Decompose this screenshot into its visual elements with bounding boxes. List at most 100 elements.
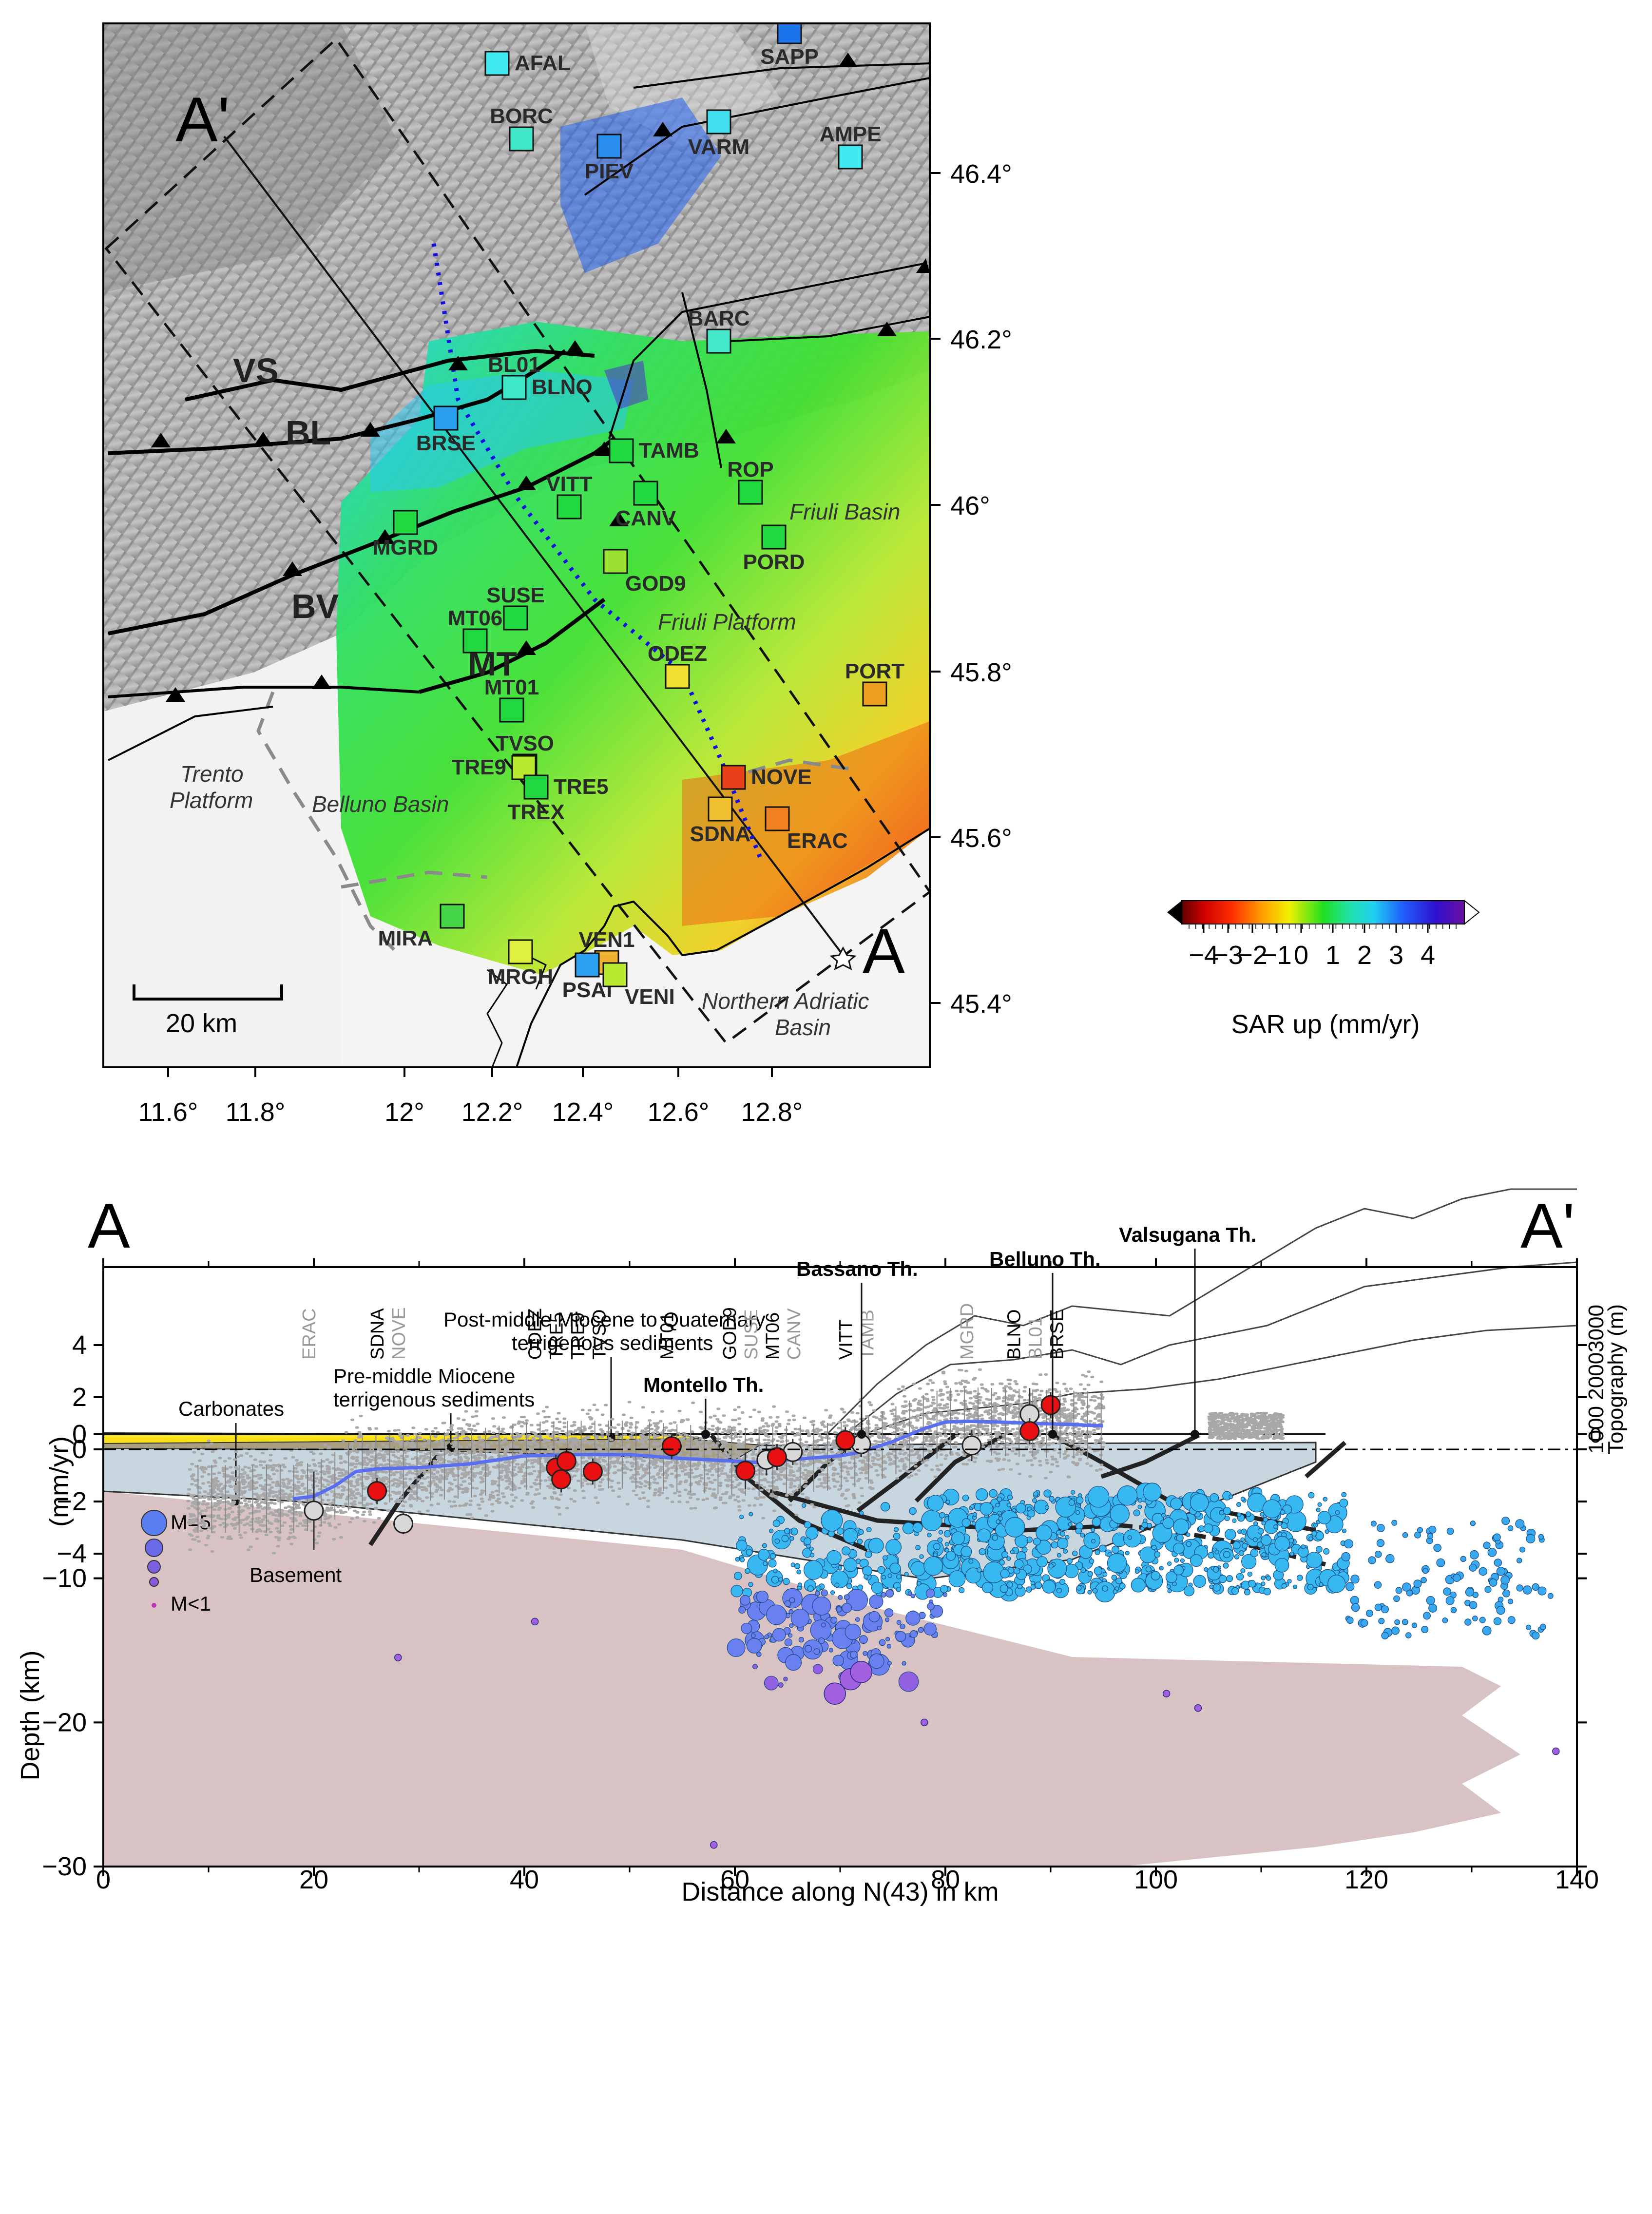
seismicity	[394, 1482, 1560, 1849]
earthquake	[1381, 1632, 1389, 1639]
colorbar-high-arrow	[1464, 899, 1480, 925]
earthquake	[1165, 1571, 1177, 1583]
earthquake	[1111, 1575, 1117, 1580]
earthquake	[762, 1543, 767, 1548]
x-tick-label: 100	[1134, 1865, 1178, 1894]
station-column-label: SUSE	[741, 1309, 762, 1360]
earthquake	[1173, 1542, 1185, 1555]
earthquake	[815, 1591, 821, 1596]
colorbar-tick-label: −1	[1262, 941, 1292, 970]
gnss-point	[767, 1447, 787, 1467]
station-barc	[706, 328, 731, 354]
earthquake	[869, 1594, 884, 1609]
lat-tick-label: 46.2°	[950, 325, 1012, 354]
x-axis-label: Distance along N(43) in km	[681, 1877, 999, 1906]
earthquake	[927, 1602, 935, 1610]
sar-uplift-zone	[370, 370, 634, 492]
earthquake	[781, 1535, 789, 1542]
earthquake	[1450, 1607, 1457, 1614]
earthquake	[850, 1651, 858, 1659]
lat-tick-label: 45.6°	[950, 824, 1012, 853]
basin-label-trento-2: Platform	[170, 788, 253, 813]
station-label-sapp: SAPP	[760, 45, 819, 69]
station-trex	[523, 774, 549, 800]
earthquake	[710, 1841, 718, 1849]
fault-annotations: Montello Th. Bassano Th. Belluno Th. Val…	[643, 1223, 1256, 1439]
station-label-vitt: VITT	[546, 472, 592, 496]
earthquake	[783, 1676, 788, 1682]
lon-tick-label: 12°	[384, 1097, 424, 1127]
earthquake	[910, 1594, 916, 1598]
y-axis-label-topography: Topography (m)	[1604, 1304, 1628, 1454]
earthquake	[1427, 1533, 1433, 1539]
station-pord	[761, 524, 787, 550]
earthquake	[918, 1627, 924, 1633]
station-label-rop: ROP	[727, 458, 773, 481]
earthquake	[1487, 1548, 1497, 1557]
earthquake	[1006, 1556, 1011, 1561]
earthquake	[1494, 1559, 1502, 1567]
earthquake	[1538, 1534, 1544, 1540]
earthquake	[1115, 1578, 1122, 1584]
earthquake	[1094, 1581, 1115, 1602]
profile-label-a: A	[88, 1190, 130, 1261]
label-post-miocene-1: Post-middle Miocene to Quaternary	[443, 1308, 766, 1331]
earthquake	[1133, 1509, 1140, 1517]
earthquake	[1223, 1507, 1231, 1515]
station-column-label: ODEZ	[525, 1308, 545, 1360]
earthquake	[778, 1682, 784, 1688]
earthquake	[864, 1550, 872, 1558]
profile-chart: A A'	[16, 1188, 1628, 1906]
earthquake	[885, 1636, 890, 1641]
earthquake	[1134, 1569, 1140, 1574]
earthquake	[937, 1537, 943, 1543]
earthquake	[1489, 1578, 1498, 1587]
earthquake	[1127, 1535, 1132, 1540]
earthquake	[1036, 1540, 1052, 1555]
earthquake	[812, 1596, 831, 1616]
earthquake	[1469, 1563, 1477, 1572]
colorbar-tick-label: 4	[1421, 941, 1435, 970]
earthquake	[910, 1561, 926, 1577]
earthquake	[1076, 1496, 1084, 1504]
earthquake	[960, 1546, 972, 1558]
earthquake	[1323, 1497, 1328, 1502]
earthquake	[844, 1594, 850, 1600]
earthquake	[768, 1559, 777, 1568]
earthquake	[1170, 1497, 1183, 1510]
earthquake	[1021, 1546, 1028, 1553]
gnss-point	[367, 1481, 387, 1502]
earthquake	[1266, 1576, 1271, 1581]
earthquake	[1252, 1537, 1258, 1542]
earthquake	[896, 1574, 902, 1579]
earthquake	[866, 1527, 872, 1533]
earthquake	[807, 1585, 814, 1592]
earthquake	[945, 1500, 950, 1504]
earthquake	[1183, 1585, 1195, 1597]
earthquake	[1277, 1521, 1282, 1526]
colorbar-tick-label: −3	[1213, 941, 1243, 970]
earthquake	[1342, 1528, 1347, 1533]
label-basement: Basement	[250, 1563, 342, 1586]
earthquake	[1394, 1619, 1400, 1625]
earthquake	[1469, 1550, 1479, 1559]
station-label-tre5: TRE5	[554, 775, 608, 799]
earthquake	[864, 1574, 869, 1579]
earthquake	[1010, 1549, 1015, 1555]
station-god9	[603, 549, 628, 574]
earthquake	[802, 1548, 812, 1558]
earthquake	[925, 1588, 935, 1598]
earthquake	[1374, 1603, 1382, 1611]
earthquake	[830, 1570, 849, 1589]
lon-tick-label: 12.2°	[461, 1097, 523, 1127]
earthquake	[1464, 1618, 1472, 1626]
gnss-point	[1040, 1395, 1061, 1415]
earthquake	[1125, 1551, 1130, 1556]
station-label-piev: PIEV	[585, 159, 634, 183]
earthquake	[1306, 1552, 1323, 1569]
basin-boundary-3	[721, 758, 858, 782]
earthquake	[1500, 1575, 1510, 1585]
earthquake	[1319, 1582, 1324, 1587]
earthquake	[898, 1671, 919, 1692]
earthquake	[1402, 1532, 1408, 1538]
